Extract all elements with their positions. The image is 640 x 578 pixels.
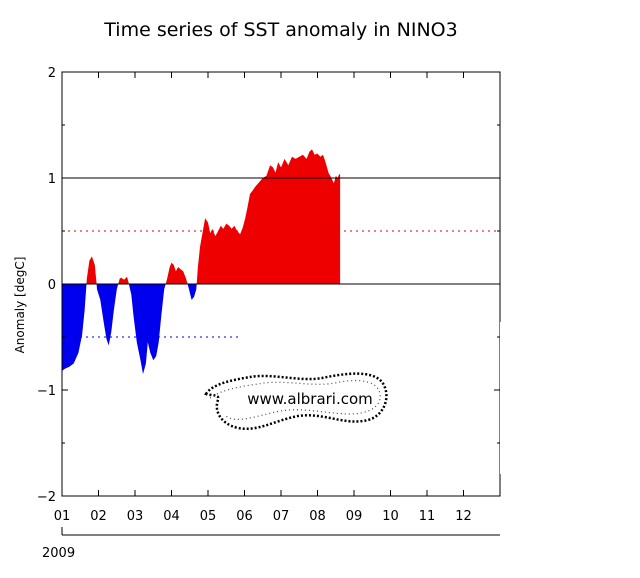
positive-anomaly-area: [165, 262, 188, 284]
watermark-outline: [204, 372, 388, 431]
y-tick-label: −2: [37, 490, 56, 505]
negative-anomaly-area: [96, 284, 119, 346]
x-tick-label: 08: [309, 509, 326, 524]
y-tick-label: 0: [48, 278, 56, 293]
chart-title: Time series of SST anomaly in NINO3: [103, 19, 457, 41]
x-tick-label: 05: [200, 509, 217, 524]
positive-anomaly-areas: [86, 149, 341, 284]
x-tick-label: 12: [455, 509, 472, 524]
x-year-label: 2009: [42, 546, 75, 561]
y-tick-label: 1: [48, 172, 56, 187]
y-tick-label: −1: [37, 384, 56, 399]
x-tick-label: 07: [273, 509, 290, 524]
negative-anomaly-area: [62, 284, 87, 371]
watermark-text: www.albrari.com: [247, 390, 373, 408]
watermark: www.albrari.com: [204, 372, 388, 431]
x-tick-label: 10: [382, 509, 399, 524]
negative-anomaly-areas: [62, 284, 197, 375]
watermark-inner-outline: [209, 379, 381, 420]
y-axis-label: Anomaly [degC]: [13, 257, 27, 354]
x-tick-label: 01: [54, 509, 71, 524]
blank-patch: [500, 322, 514, 474]
positive-anomaly-area: [196, 149, 341, 284]
positive-anomaly-area: [86, 256, 97, 284]
x-tick-label: 04: [163, 509, 180, 524]
negative-anomaly-area: [128, 284, 166, 375]
x-tick-label: 03: [127, 509, 144, 524]
y-axis-ticks: 2 1 0 −1 −2: [37, 66, 500, 505]
x-tick-label: 11: [419, 509, 436, 524]
positive-anomaly-area: [118, 276, 129, 284]
x-tick-label: 09: [346, 509, 363, 524]
reference-lines: [62, 177, 500, 338]
x-axis-ticks: 01 02 03 04 05 06 07 08 09 10 11 12: [54, 72, 472, 524]
x-tick-label: 02: [90, 509, 107, 524]
y-tick-label: 2: [48, 66, 56, 81]
x-tick-label: 06: [236, 509, 253, 524]
negative-anomaly-area: [187, 284, 197, 300]
